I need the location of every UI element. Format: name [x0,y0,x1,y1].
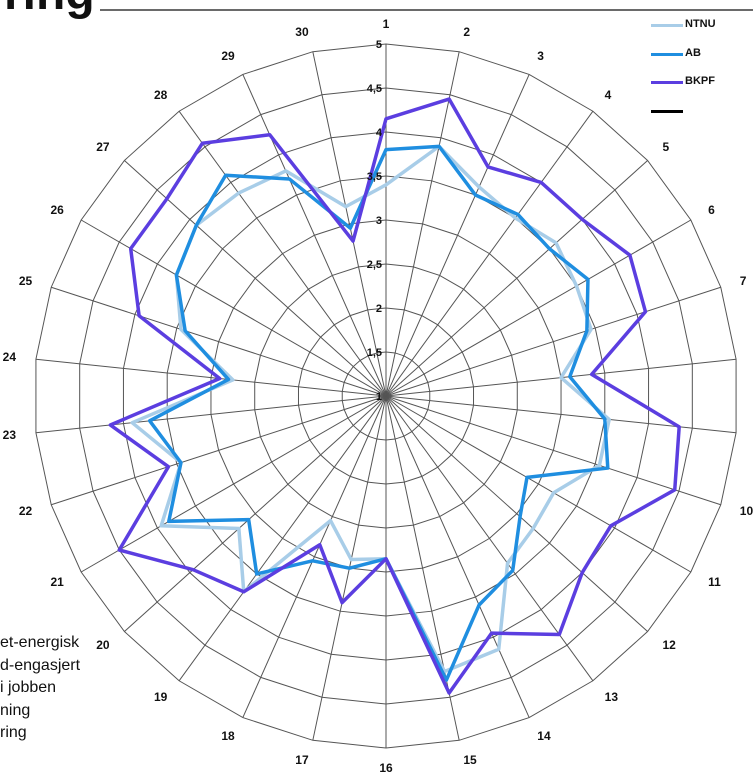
legend-swatch [651,24,683,27]
tick-label-2: 2 [376,303,382,315]
category-label-17: 17 [295,753,309,767]
category-label-20: 20 [96,638,110,652]
grid-spoke-18 [242,395,387,718]
tick-label-7: 4,5 [367,83,382,95]
grid-spoke-28 [178,110,387,397]
slide-title-fragment: ring [4,0,95,18]
legend-swatch [651,52,683,56]
category-label-1: 1 [383,17,390,31]
radar-series [108,97,681,695]
legend-swatch [651,109,683,113]
grid-spoke-24 [35,358,387,397]
category-label-16: 16 [379,761,393,775]
grid-spoke-27 [124,160,387,397]
grid-spoke-10 [385,395,721,506]
category-label-27: 27 [96,140,110,154]
tick-label-6: 4 [376,127,383,139]
grid-spoke-4 [385,110,594,397]
tick-label-0: 1 [376,391,382,403]
category-label-7: 7 [740,274,747,288]
grid-spoke-15 [385,395,460,741]
category-label-21: 21 [50,575,64,589]
grid-spoke-12 [385,395,648,632]
title-underline [100,9,753,11]
category-label-28: 28 [154,88,168,102]
grid-spoke-26 [80,219,387,397]
category-label-3: 3 [537,49,544,63]
grid-spoke-21 [80,395,387,573]
note-line-2: i jobben [0,679,57,696]
left-notes: et-energisk d-engasjert i jobben ning ring [0,632,80,745]
category-label-25: 25 [19,274,33,288]
grid-spoke-7 [385,286,721,397]
category-label-11: 11 [708,575,721,589]
grid-spoke-20 [124,395,387,632]
category-label-22: 22 [19,504,33,518]
grid-spoke-5 [385,160,648,397]
legend-label: BKPF [685,75,715,87]
grid-spoke-11 [385,395,692,573]
legend-label: AB [685,46,701,59]
grid-spoke-2 [385,51,460,397]
legend-swatch [651,81,683,84]
note-line-0: et-energisk [0,634,80,651]
category-label-15: 15 [463,753,477,767]
category-label-4: 4 [605,88,612,102]
grid-spoke-22 [51,395,387,506]
grid-spoke-19 [178,395,387,682]
series-line-ntnu [130,144,611,674]
radar-labels: 11,522,533,544,5512345678910111213141516… [3,17,753,775]
grid-spoke-14 [385,395,530,718]
grid-spoke-3 [385,74,530,397]
category-label-23: 23 [3,428,17,442]
tick-label-1: 1,5 [367,347,382,359]
grid-spoke-6 [385,219,692,397]
tick-label-8: 5 [376,39,382,51]
legend-label: NTNU [685,18,716,30]
category-label-2: 2 [463,25,470,39]
note-line-3: ning [0,701,31,719]
grid-spoke-25 [51,286,387,397]
tick-label-3: 2,5 [367,259,382,271]
category-label-26: 26 [50,203,64,217]
tick-label-5: 3,5 [367,171,382,183]
category-label-13: 13 [605,690,619,704]
category-label-6: 6 [708,203,715,217]
note-line-4: ring [0,724,27,741]
category-label-30: 30 [295,25,309,39]
note-line-1: d-engasjert [0,656,81,674]
category-label-12: 12 [662,638,676,652]
category-label-10: 10 [740,504,753,518]
category-label-24: 24 [3,350,17,364]
category-label-19: 19 [154,690,168,704]
category-label-14: 14 [537,729,551,743]
category-label-5: 5 [662,140,669,154]
grid-spoke-30 [312,51,387,397]
series-line-bkpf [108,97,681,695]
tick-label-4: 3 [376,215,382,227]
grid-spoke-23 [35,395,387,434]
category-label-18: 18 [221,729,235,743]
category-label-29: 29 [221,49,235,63]
grid-spoke-29 [242,74,387,397]
